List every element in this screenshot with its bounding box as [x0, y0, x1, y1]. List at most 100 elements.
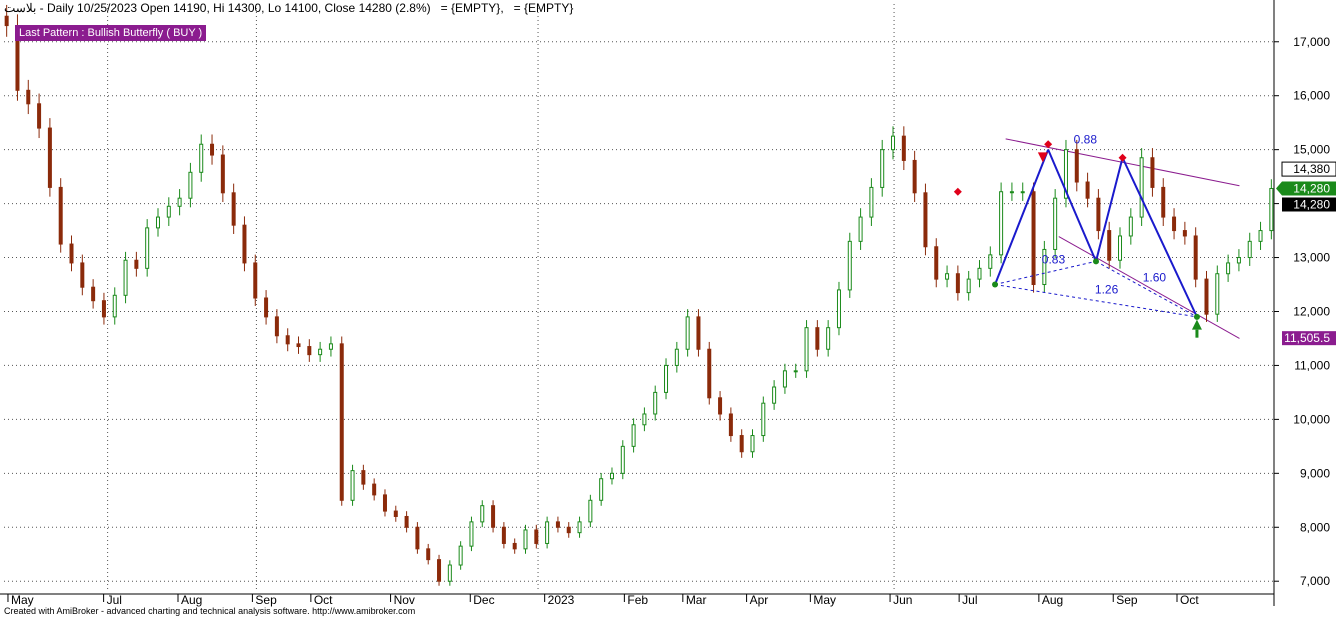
- ohlc-body: [242, 224, 247, 264]
- price-axis: 7,000 8,000 9,000 10,000 11,000 12,000 13,000 1…: [1274, 35, 1336, 588]
- ohlc-body: [296, 343, 301, 348]
- ohlc-body: [393, 510, 398, 517]
- ohlc-body: [1031, 191, 1036, 286]
- ohlc-body: [1150, 157, 1155, 188]
- y-tick-label: 15,000: [1293, 143, 1330, 157]
- x-tick-label: Jul: [962, 593, 977, 607]
- ohlc-body: [891, 135, 896, 151]
- price-badge-box: [1282, 181, 1336, 196]
- y-tick-label: 12,000: [1293, 304, 1330, 318]
- ohlc-body: [372, 483, 377, 496]
- harmonic-ratio-line: [994, 284, 1198, 318]
- price-badge-pointer: [1276, 181, 1282, 196]
- ohlc-body: [1193, 235, 1198, 280]
- ohlc-body: [631, 424, 636, 447]
- ohlc-body: [47, 127, 52, 188]
- ohlc-body: [761, 402, 766, 437]
- ohlc-body: [328, 343, 333, 350]
- ohlc-body: [1226, 262, 1231, 275]
- harmonic-ratio-label: 0.83: [1042, 252, 1066, 266]
- ohlc-body: [555, 521, 560, 528]
- harmonic-ratio-line: [1095, 260, 1198, 318]
- ohlc-body: [1204, 278, 1209, 315]
- price-badge-box: [1282, 331, 1336, 346]
- price-badge-close: 14,280: [1282, 197, 1336, 212]
- ohlc-body: [804, 327, 809, 372]
- ohlc-body: [166, 205, 171, 218]
- marker-diamond: [1118, 153, 1127, 162]
- ohlc-body: [145, 227, 150, 269]
- ohlc-body: [199, 143, 204, 173]
- ohlc-body: [210, 143, 215, 156]
- ohlc-body: [101, 300, 106, 318]
- marker-arrow-stem: [1195, 329, 1199, 338]
- y-tick-label: 10,000: [1293, 412, 1330, 426]
- ohlc-body: [350, 470, 355, 501]
- ohlc-body: [750, 435, 755, 453]
- ohlc-body: [123, 259, 128, 296]
- ohlc-body: [999, 191, 1004, 256]
- ohlc-body: [112, 294, 117, 318]
- ohlc-body: [674, 348, 679, 366]
- ohlc-body: [642, 413, 647, 426]
- harmonic-leg: [1095, 157, 1124, 262]
- ohlc-body: [1161, 186, 1166, 218]
- x-tick-label: May: [11, 593, 34, 607]
- ohlc-body: [318, 348, 323, 356]
- harmonic-ratio-line: [994, 260, 1097, 286]
- ohlc-body: [685, 316, 690, 350]
- ohlc-body: [696, 316, 701, 350]
- ohlc-body: [404, 515, 409, 528]
- ohlc-body: [545, 521, 550, 544]
- x-tick-label: Dec: [473, 593, 494, 607]
- ohlc-body: [566, 526, 571, 534]
- ohlc-body: [977, 267, 982, 280]
- ohlc-body: [609, 472, 614, 480]
- ohlc-body: [231, 192, 236, 226]
- ohlc-body: [869, 186, 874, 218]
- y-tick-label: 8,000: [1300, 520, 1330, 534]
- harmonic-leg: [994, 149, 1050, 285]
- ohlc-body: [523, 529, 528, 550]
- ohlc-body: [339, 343, 344, 501]
- ohlc-body: [1096, 197, 1101, 232]
- x-tick-label: Mar: [686, 593, 707, 607]
- ohlc-body: [793, 370, 798, 373]
- ohlc-body: [577, 521, 582, 534]
- price-badge-label: 14,280: [1293, 197, 1330, 211]
- ohlc-body: [37, 103, 42, 129]
- price-badge-label: 11,505.5: [1284, 331, 1330, 345]
- x-tick-label: Sep: [255, 593, 277, 607]
- ohlc-body: [772, 386, 777, 404]
- price-badge-box: [1282, 197, 1336, 212]
- ohlc-body: [1269, 187, 1274, 232]
- marker-diamond: [953, 187, 962, 196]
- price-bars: [4, 4, 1274, 586]
- ohlc-body: [69, 243, 74, 264]
- ohlc-body: [307, 346, 312, 356]
- ohlc-body: [220, 154, 225, 194]
- ohlc-body: [966, 278, 971, 294]
- y-tick-label: 7,000: [1300, 574, 1330, 588]
- ohlc-body: [728, 413, 733, 437]
- ohlc-body: [934, 246, 939, 280]
- marker-dot: [1092, 258, 1099, 265]
- ohlc-body: [134, 259, 139, 269]
- channel-layer: [1005, 138, 1240, 339]
- ohlc-body: [1020, 191, 1025, 194]
- x-tick-label: Oct: [1180, 593, 1199, 607]
- last-pattern-badge: Last Pattern : Bullish Butterfly ( BUY ): [15, 25, 207, 41]
- x-tick-label: Apr: [750, 593, 769, 607]
- ohlc-body: [58, 186, 63, 245]
- ohlc-body: [718, 397, 723, 415]
- ohlc-body: [177, 197, 182, 207]
- y-tick-label: 13,000: [1293, 251, 1330, 265]
- chart-header: ﺑﻼﺳﺖ - Daily 10/25/2023 Open 14190, Hi 1…: [4, 1, 574, 15]
- harmonic-leg: [1121, 157, 1198, 318]
- marker-dot: [1193, 313, 1200, 320]
- ohlc-body: [955, 273, 960, 294]
- harmonic-ratio-label: 1.60: [1143, 270, 1167, 284]
- ohlc-body: [4, 15, 9, 27]
- channel-lower: [1058, 236, 1240, 339]
